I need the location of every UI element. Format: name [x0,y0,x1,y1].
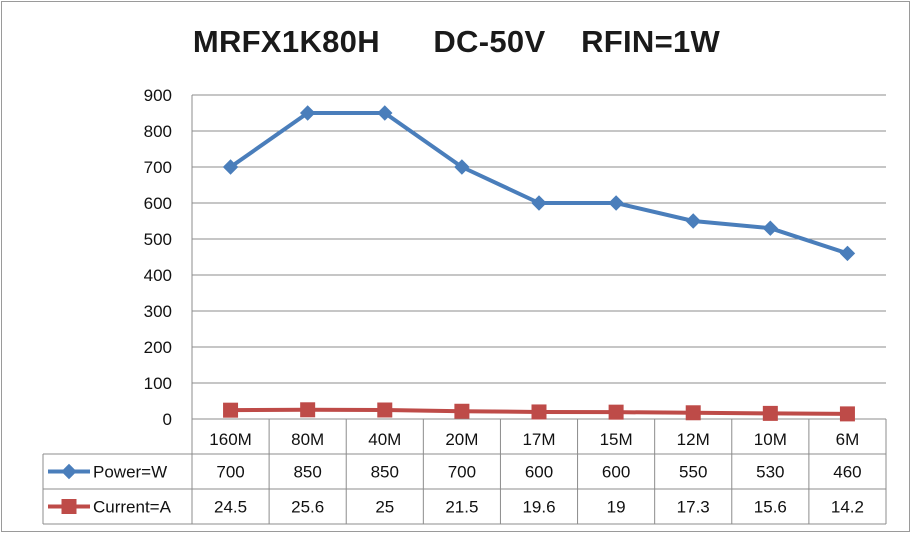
data-point-current [685,405,701,421]
y-tick-label: 700 [144,158,172,177]
table-value: 850 [371,463,399,482]
y-tick-label: 300 [144,302,172,321]
data-point-current [762,405,778,421]
data-point-current [531,404,547,420]
x-tick-label: 12M [677,430,710,449]
data-point-current [839,406,855,422]
data-point-power [454,159,470,175]
x-tick-label: 17M [522,430,555,449]
table-value: 21.5 [445,498,478,517]
table-value: 530 [756,463,784,482]
x-tick-label: 6M [836,430,860,449]
y-tick-label: 800 [144,122,172,141]
series-line-1 [229,111,849,256]
table-value: 25 [375,498,394,517]
table-value: 19.6 [522,498,555,517]
legend-marker-power [61,463,77,480]
x-tick-label: 20M [445,430,478,449]
data-point-power [377,105,393,121]
x-tick-label: 40M [368,430,401,449]
table-value: 460 [833,463,861,482]
data-point-power [222,159,239,175]
data-point-current [377,402,393,418]
data-point-power [299,105,316,121]
x-tick-label: 15M [600,430,633,449]
y-tick-label: 100 [144,374,172,393]
data-point-current [300,402,316,418]
table-value: 24.5 [214,498,247,517]
chart-title: MRFX1K80H DC-50V RFIN=1W [192,24,721,59]
y-tick-label: 400 [144,266,172,285]
table-value: 19 [607,498,626,517]
data-point-current [608,404,624,420]
table-value: 550 [679,463,707,482]
data-point-current [223,402,239,418]
data-point-power [685,213,701,229]
y-tick-label: 900 [144,86,172,105]
data-point-power [762,220,779,236]
data-point-power [608,195,624,211]
table-value: 17.3 [677,498,710,517]
table-value: 700 [448,463,476,482]
data-point-power [531,195,547,211]
table-value: 15.6 [754,498,787,517]
y-tick-label: 200 [144,338,172,357]
table-value: 700 [216,463,244,482]
y-tick-label: 500 [144,230,172,249]
data-point-power [839,245,856,262]
table-value: 25.6 [291,498,324,517]
y-tick-label: 600 [144,194,172,213]
x-tick-label: 10M [754,430,787,449]
x-tick-label: 160M [209,430,252,449]
x-tick-label: 80M [291,430,324,449]
table-value: 600 [525,463,553,482]
legend-marker-current [61,499,77,514]
legend-label: Power=W [93,463,167,482]
table-value: 850 [293,463,321,482]
table-value: 600 [602,463,630,482]
table-value: 14.2 [831,498,864,517]
data-point-current [454,403,470,419]
y-tick-label: 0 [163,410,172,429]
legend-label: Current=A [93,498,172,517]
